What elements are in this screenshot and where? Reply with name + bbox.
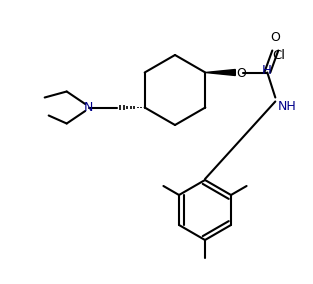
Text: O: O <box>236 67 246 80</box>
Polygon shape <box>205 70 235 76</box>
Text: N: N <box>84 101 93 114</box>
Text: O: O <box>270 30 280 43</box>
Text: NH: NH <box>277 99 296 112</box>
Text: H: H <box>262 64 272 76</box>
Text: Cl: Cl <box>272 49 285 62</box>
